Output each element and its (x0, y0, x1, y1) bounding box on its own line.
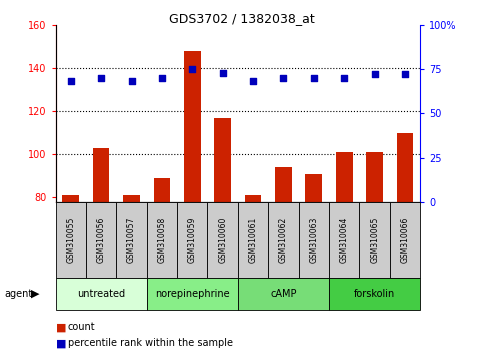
Point (249, 79, 257, 84)
Text: forskolin: forskolin (354, 289, 395, 299)
Text: GDS3702 / 1382038_at: GDS3702 / 1382038_at (169, 12, 314, 25)
Point (310, 75, 318, 81)
Bar (62, 195, 79, 202)
Text: GSM310056: GSM310056 (97, 217, 106, 263)
Point (67, 79, 74, 84)
Bar (116, 202, 147, 278)
Point (219, 70, 227, 75)
Text: GSM310059: GSM310059 (188, 217, 197, 263)
Text: GSM310062: GSM310062 (279, 217, 288, 263)
Text: ■: ■ (56, 338, 66, 348)
Bar (93, 148, 110, 202)
Bar (329, 202, 359, 278)
Bar (238, 278, 329, 310)
Bar (359, 202, 390, 278)
Text: GSM310061: GSM310061 (249, 217, 257, 263)
Bar (86, 202, 116, 278)
Text: norepinephrine: norepinephrine (155, 289, 229, 299)
Point (401, 72, 409, 77)
Point (128, 79, 135, 84)
Text: GSM310058: GSM310058 (157, 217, 167, 263)
Bar (177, 202, 208, 278)
Bar (390, 202, 420, 278)
Bar (214, 118, 231, 202)
Bar (366, 152, 383, 202)
Point (371, 72, 379, 77)
Point (158, 75, 166, 81)
Bar (268, 202, 298, 278)
Bar (208, 202, 238, 278)
Text: GSM310055: GSM310055 (66, 217, 75, 263)
Bar (184, 51, 200, 202)
Text: GSM310065: GSM310065 (370, 217, 379, 263)
Bar (336, 152, 353, 202)
Bar (147, 202, 177, 278)
Text: count: count (68, 322, 95, 332)
Text: GSM310064: GSM310064 (340, 217, 349, 263)
Text: untreated: untreated (77, 289, 125, 299)
Bar (305, 174, 322, 202)
Text: GSM310066: GSM310066 (400, 217, 410, 263)
Bar (298, 202, 329, 278)
Text: GSM310060: GSM310060 (218, 217, 227, 263)
Bar (154, 178, 170, 202)
Point (188, 66, 196, 72)
Text: GSM310063: GSM310063 (309, 217, 318, 263)
Text: GSM310057: GSM310057 (127, 217, 136, 263)
Point (280, 75, 287, 81)
Text: ■: ■ (56, 322, 66, 332)
Text: ▶: ▶ (31, 289, 40, 299)
Bar (56, 202, 86, 278)
Point (341, 75, 348, 81)
Text: percentile rank within the sample: percentile rank within the sample (68, 338, 233, 348)
Point (97, 75, 105, 81)
Bar (275, 167, 292, 202)
Bar (147, 278, 238, 310)
Bar (245, 195, 261, 202)
Bar (123, 195, 140, 202)
Bar (329, 278, 420, 310)
Text: agent: agent (5, 289, 33, 299)
Bar (397, 133, 413, 202)
Bar (238, 202, 268, 278)
Text: cAMP: cAMP (270, 289, 297, 299)
Bar (56, 278, 147, 310)
